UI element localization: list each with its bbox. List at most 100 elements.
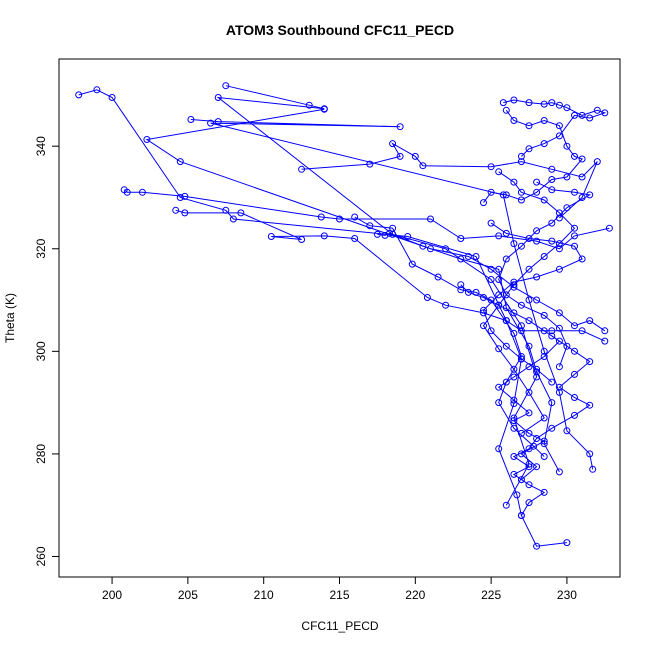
data-point [578,255,586,263]
data-point [563,104,571,112]
series-line [483,110,583,203]
data-point [517,327,525,335]
data-point [442,301,450,309]
data-point [548,219,556,227]
data-point [548,237,556,245]
series-flight_15 [510,332,594,519]
series-flight_6 [120,186,613,253]
series-line [190,119,594,470]
data-point [487,276,495,283]
data-point [525,481,533,489]
data-point [214,94,222,101]
x-tick-label: 220 [405,588,425,602]
data-point [525,145,533,153]
data-point [563,342,571,350]
data-point [373,230,381,238]
data-point [586,317,594,325]
data-point [548,165,556,173]
data-point [601,109,609,117]
data-point [548,332,556,340]
series-flight_11 [480,106,586,207]
data-point [366,160,374,168]
data-point [222,82,230,90]
data-point [563,204,571,212]
data-point [571,394,578,401]
data-point [513,491,521,499]
data-point [593,106,601,114]
data-point [525,265,533,273]
data-point [510,424,518,432]
data-point [502,229,510,237]
data-point [495,232,503,240]
data-point [540,327,548,335]
data-point [172,206,180,214]
data-point [336,215,343,223]
series-flight_12 [495,178,594,371]
data-point [540,100,548,108]
series-line [354,216,545,457]
data-point [578,111,586,119]
data-point [548,99,556,107]
data-point [601,337,609,345]
series-flight_8 [351,213,548,460]
data-point [298,236,306,243]
data-point [548,186,556,194]
data-point [517,322,525,330]
data-point [495,345,503,353]
y-tick-label: 340 [34,136,48,156]
y-tick-label: 320 [34,238,48,258]
series-line [498,181,592,367]
data-point [457,255,465,263]
series-line [123,189,610,250]
data-point [571,224,578,232]
data-point [540,488,548,496]
data-point [525,317,533,325]
data-point [502,291,510,299]
data-point [487,219,495,227]
data-point [517,152,525,160]
data-point [571,152,578,160]
y-tick-label: 260 [34,546,48,566]
data-point [480,294,487,301]
data-point [517,242,525,250]
data-point [555,468,563,476]
data-point [555,388,563,396]
data-point [517,355,525,363]
data-point [214,118,222,126]
data-point [571,322,578,330]
data-point [533,435,541,442]
data-point [525,445,533,453]
x-tick-label: 210 [254,588,274,602]
data-point [555,132,563,140]
x-tick-label: 230 [557,588,577,602]
data-point [464,253,472,260]
data-point [563,142,571,150]
data-point [525,499,533,507]
data-point [517,476,525,484]
data-point [480,306,487,314]
data-point [589,465,597,473]
data-point [181,209,189,217]
series-flight_10 [499,96,609,160]
data-point [555,383,563,391]
data-point [495,265,503,273]
data-point [510,453,518,460]
data-point [510,278,518,286]
data-point [396,152,404,160]
series-line [301,142,598,219]
data-point [510,117,518,124]
data-point [457,235,465,242]
y-tick-label: 280 [34,444,48,464]
data-point [563,427,571,435]
series-line [145,108,560,473]
data-point [404,233,412,240]
data-point [472,253,480,260]
data-point [548,378,556,386]
data-point [525,342,533,350]
data-point [517,429,525,437]
data-point [320,232,328,240]
data-point [510,329,518,337]
data-point [533,178,541,186]
data-point [93,86,101,94]
data-point [499,99,507,107]
